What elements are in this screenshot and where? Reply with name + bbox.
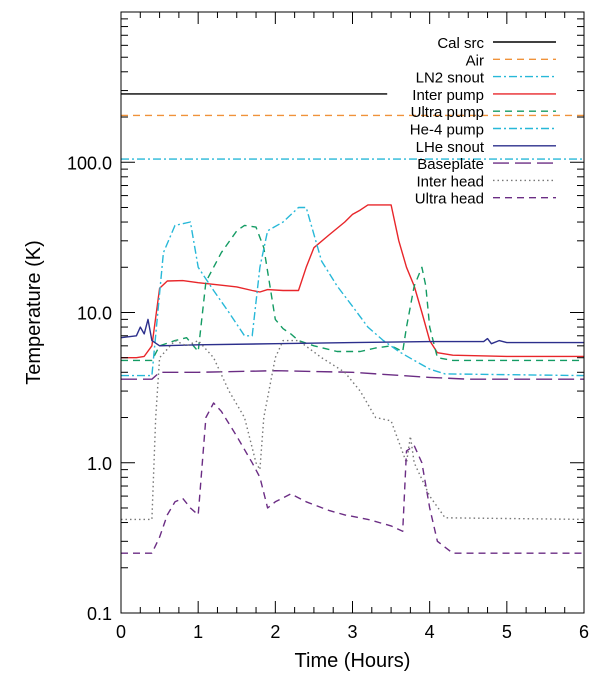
series-line-baseplate [121, 370, 584, 380]
x-tick-label: 0 [116, 622, 126, 642]
series-line-inter-pump [121, 204, 584, 359]
legend-label: Ultra head [415, 191, 484, 208]
legend-label: Cal src [437, 35, 484, 52]
y-tick-label: 100.0 [67, 153, 112, 173]
y-tick-label: 10.0 [77, 304, 112, 324]
legend-label: He-4 pump [410, 122, 484, 139]
legend-label: Inter pump [412, 87, 484, 104]
legend-label: LHe snout [416, 139, 485, 156]
x-tick-label: 6 [579, 622, 589, 642]
series-line-ultra-pump [121, 224, 584, 362]
legend-label: Inter head [416, 173, 484, 190]
series-line-inter-head [121, 339, 585, 521]
axis-ticks [120, 12, 585, 614]
x-tick-label: 3 [347, 622, 357, 642]
plot-lines [120, 93, 585, 554]
x-tick-label: 4 [425, 622, 435, 642]
y-tick-label: 0.1 [87, 604, 112, 624]
x-axis-label: Time (Hours) [295, 650, 411, 672]
y-axis-label: Temperature (K) [23, 240, 45, 385]
series-line-ultra-head [121, 402, 584, 554]
x-tick-label: 1 [193, 622, 203, 642]
y-tick-label: 1.0 [87, 454, 112, 474]
x-tick-label: 5 [502, 622, 512, 642]
series-line-he-4-pump [121, 206, 585, 377]
plot-frame [120, 11, 585, 614]
legend-label: Baseplate [417, 156, 484, 173]
x-tick-label: 2 [270, 622, 280, 642]
axis-tick-labels: 0 1 2 3 4 5 6 0.1 1.0 10.0 100.0 [67, 153, 589, 642]
series-line-lhe-snout [120, 318, 584, 347]
legend-label: Air [466, 52, 484, 69]
legend-label: Ultra pump [411, 104, 484, 121]
legend-label: LN2 snout [416, 70, 485, 87]
